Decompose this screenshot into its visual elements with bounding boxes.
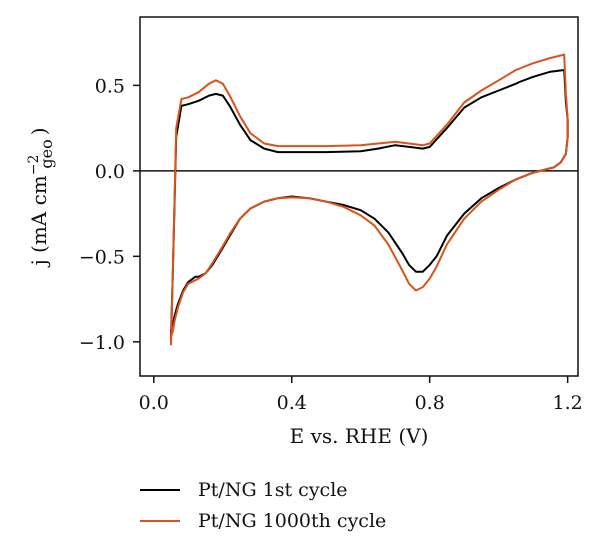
x-axis-title: E vs. RHE (V)	[290, 424, 429, 448]
x-tick-label: 1.2	[553, 392, 583, 414]
y-tick-label: −0.5	[79, 246, 125, 268]
y-tick-label: 0.5	[95, 75, 125, 97]
y-axis-title-sup: −2	[26, 155, 42, 176]
plot-area	[139, 16, 579, 377]
y-axis-ticks: 0.5 0.0 −0.5 −1.0	[79, 75, 140, 354]
series-line-1st-cycle	[170, 69, 569, 337]
y-tick-label: 0.0	[95, 161, 125, 183]
legend-label-1000th-cycle: Pt/NG 1000th cycle	[198, 510, 386, 532]
plot-frame	[139, 16, 579, 377]
x-tick-label: 0.0	[139, 392, 169, 414]
y-axis-title: j (mA cm−2geo)	[26, 127, 56, 267]
y-tick-label: −1.0	[79, 332, 125, 354]
legend: Pt/NG 1st cycle Pt/NG 1000th cycle	[140, 479, 386, 532]
x-axis-ticks: 0.0 0.4 0.8 1.2	[139, 376, 583, 414]
y-axis-title-main: j (mA cm	[27, 175, 51, 267]
y-axis-title-sub: geo	[37, 139, 56, 168]
legend-label-1st-cycle: Pt/NG 1st cycle	[198, 479, 348, 501]
series-line-1000th-cycle	[170, 53, 569, 346]
x-tick-label: 0.8	[415, 392, 445, 414]
x-tick-label: 0.4	[277, 392, 307, 414]
series-layer	[170, 53, 569, 346]
y-axis-title-end: )	[27, 127, 51, 135]
